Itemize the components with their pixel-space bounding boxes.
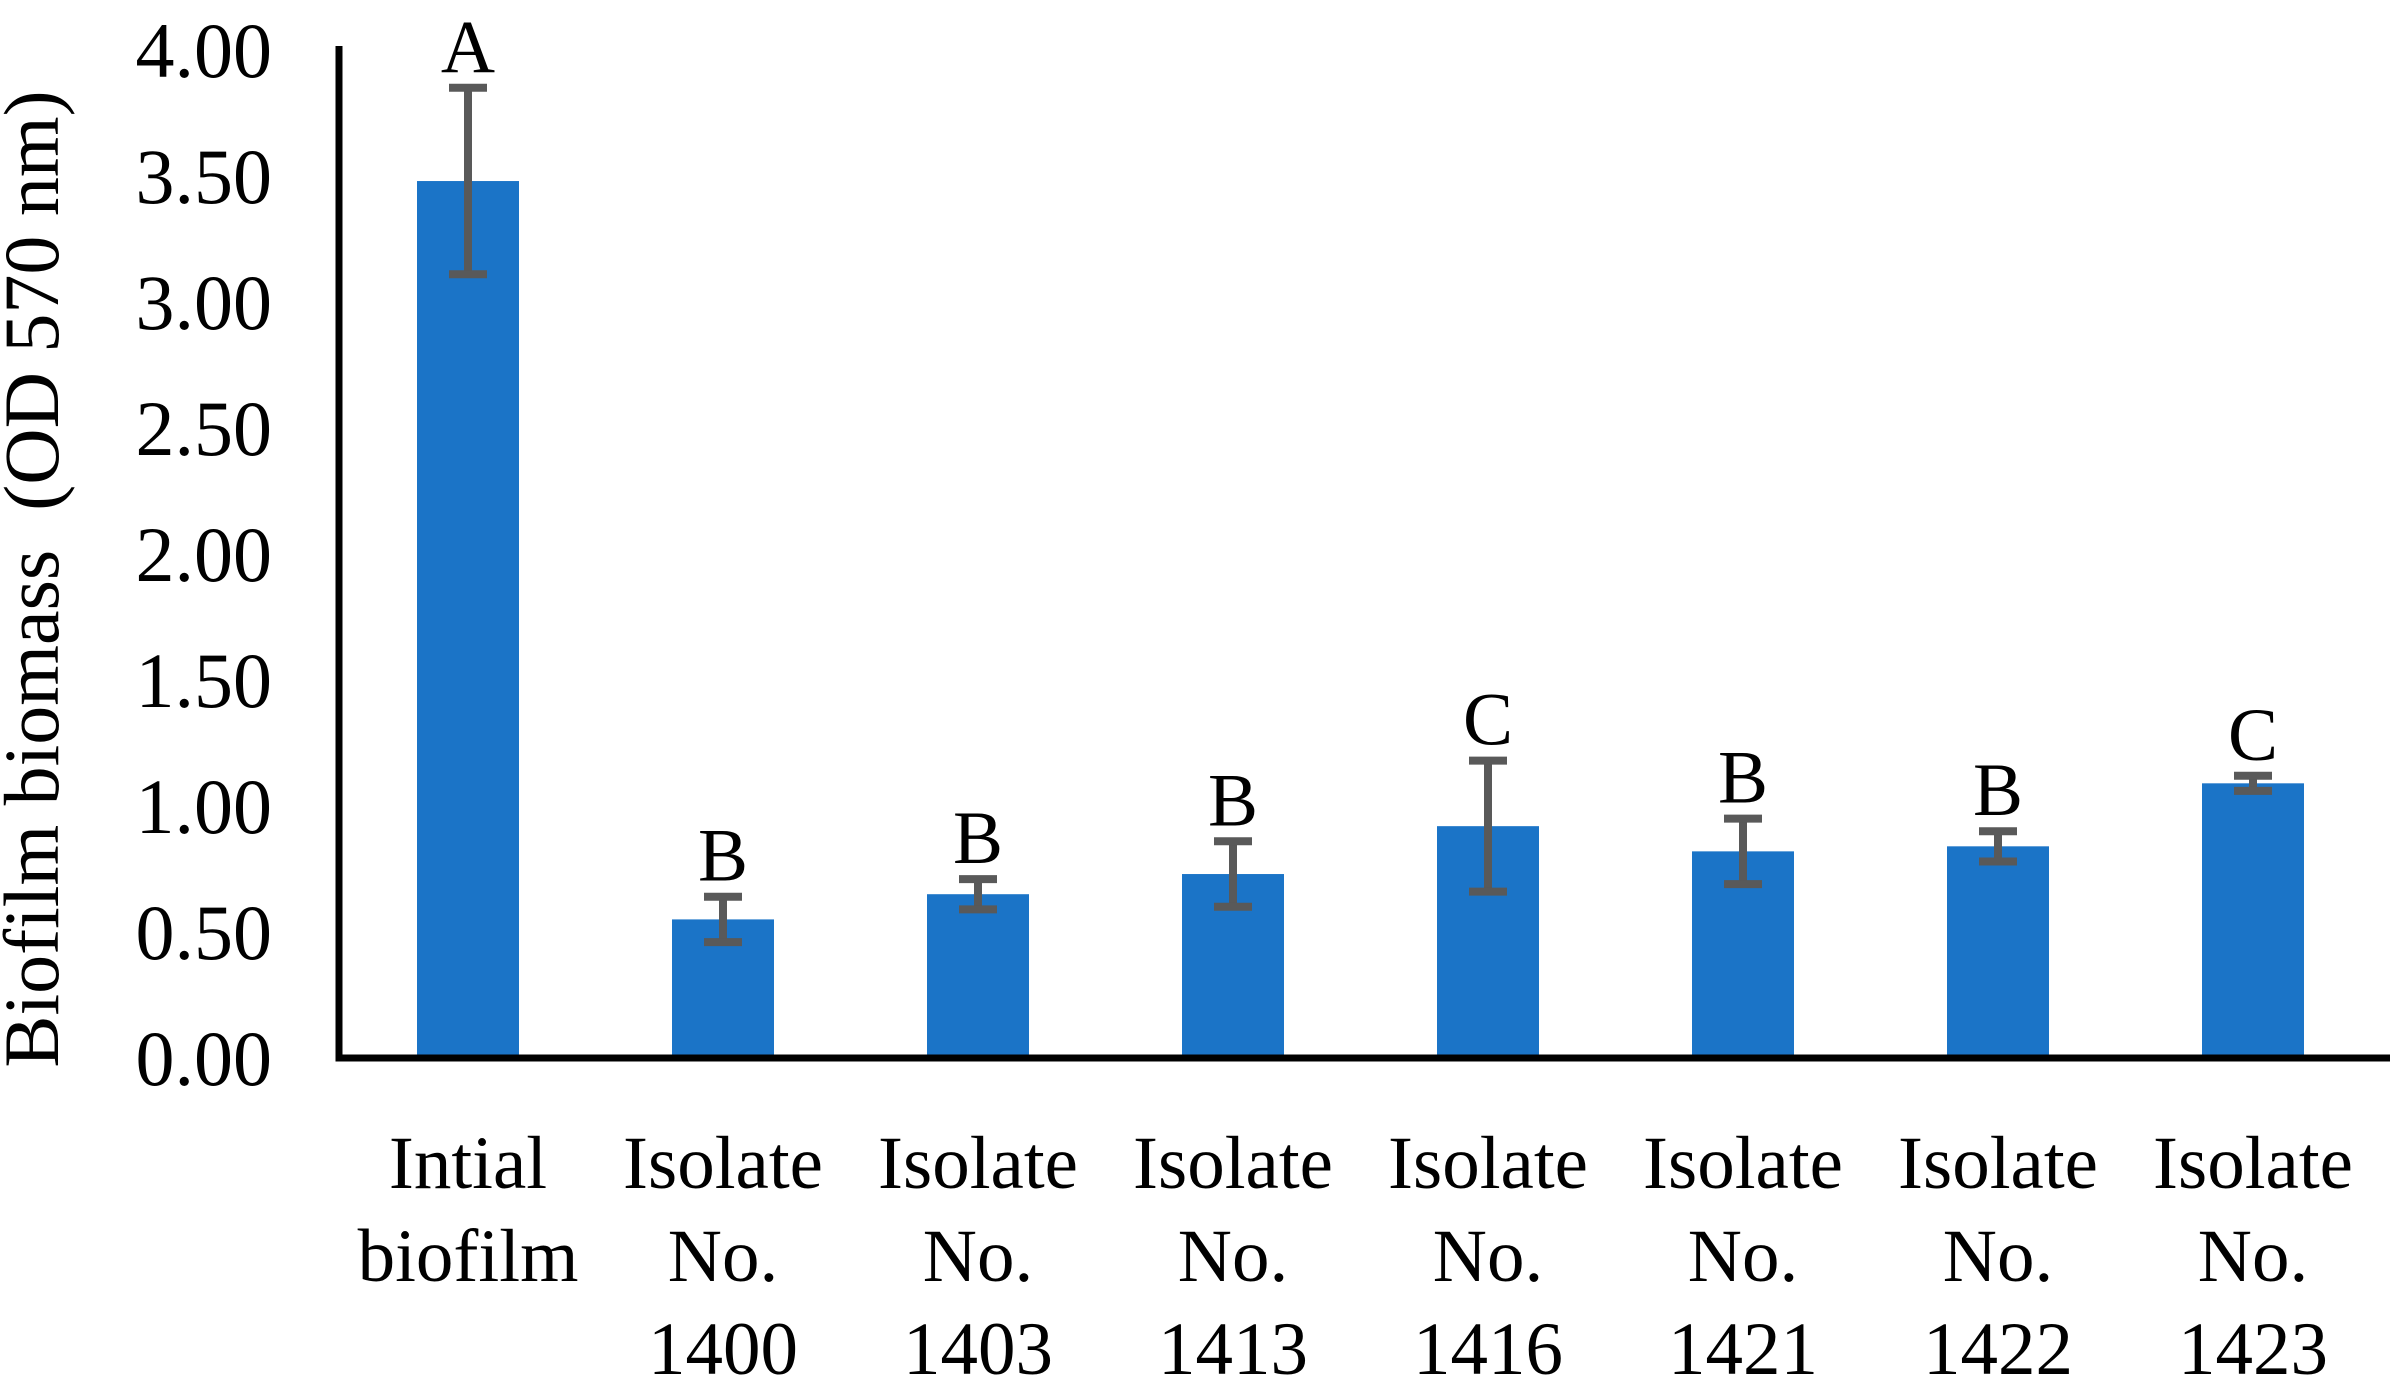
x-category-label-line: 1423: [2178, 1308, 2328, 1391]
x-category-label-line: No.: [1178, 1215, 1288, 1298]
bar: [2202, 783, 2304, 1058]
x-category-label: Isolate No. 1423: [2153, 1122, 2353, 1391]
axes-group: [335, 46, 2390, 1062]
x-category-label-line: 1413: [1158, 1308, 1308, 1391]
y-tick-label: 1.50: [136, 637, 273, 724]
y-tick-labels-group: 0.00 0.50 1.00 1.50 2.00 2.50 3.00 3.50 4.00: [136, 7, 273, 1102]
x-category-label: Isolate No. 1413: [1133, 1122, 1333, 1391]
x-category-label-line: Isolate: [623, 1122, 823, 1205]
x-category-label: Isolate No. 1403: [878, 1122, 1078, 1391]
x-category-label-line: No.: [668, 1215, 778, 1298]
x-category-label-line: 1400: [648, 1308, 798, 1391]
x-category-label-line: No.: [1943, 1215, 2053, 1298]
x-category-label-line: Isolate: [878, 1122, 1078, 1205]
y-tick-label: 2.50: [136, 385, 273, 472]
x-category-label: Isolate No. 1421: [1643, 1122, 1843, 1391]
significance-letter: B: [698, 815, 748, 898]
x-category-label-line: biofilm: [358, 1215, 579, 1298]
x-category-label-line: 1403: [903, 1308, 1053, 1391]
significance-letter: B: [953, 797, 1003, 880]
x-category-label-line: Isolate: [2153, 1122, 2353, 1205]
y-tick-label: 3.00: [136, 259, 273, 346]
y-tick-label: 0.50: [136, 889, 273, 976]
error-bars-group: [449, 83, 2272, 947]
y-tick-label: 0.00: [136, 1015, 273, 1102]
bar: [1947, 846, 2049, 1058]
x-category-label-line: Intial: [389, 1122, 547, 1205]
bars-group: [417, 181, 2304, 1059]
y-tick-label: 1.00: [136, 763, 273, 850]
y-tick-label: 2.00: [136, 511, 273, 598]
x-category-label-line: No.: [2198, 1215, 2308, 1298]
y-axis-title: Biofilm biomass (OD 570 nm): [0, 90, 75, 1067]
bar: [417, 181, 519, 1059]
x-category-label-line: Isolate: [1388, 1122, 1588, 1205]
x-category-label: Isolate No. 1416: [1388, 1122, 1588, 1391]
x-category-label-line: Isolate: [1898, 1122, 2098, 1205]
x-category-label: Isolate No. 1400: [623, 1122, 823, 1391]
significance-letters-group: A B B B C B B C: [441, 6, 2278, 898]
significance-letter: B: [1208, 759, 1258, 842]
x-category-label: Isolate No. 1422: [1898, 1122, 2098, 1391]
significance-letter: B: [1718, 737, 1768, 820]
significance-letter: C: [2228, 694, 2278, 777]
x-category-label-line: Isolate: [1133, 1122, 1333, 1205]
x-category-label-line: No.: [1688, 1215, 1798, 1298]
x-category-label-line: 1421: [1668, 1308, 1818, 1391]
x-category-label-line: No.: [923, 1215, 1033, 1298]
x-category-label: Intial biofilm: [358, 1122, 579, 1298]
x-category-label-line: 1422: [1923, 1308, 2073, 1391]
x-category-label-line: Isolate: [1643, 1122, 1843, 1205]
bar: [927, 894, 1029, 1058]
x-category-labels-group: Intial biofilm Isolate No. 1400 Isolate No. 140…: [358, 1122, 2353, 1391]
significance-letter: B: [1973, 749, 2023, 832]
y-tick-label: 3.50: [136, 133, 273, 220]
y-tick-label: 4.00: [136, 7, 273, 94]
significance-letter: A: [441, 6, 495, 89]
x-category-label-line: 1416: [1413, 1308, 1563, 1391]
x-category-label-line: No.: [1433, 1215, 1543, 1298]
significance-letter: C: [1463, 679, 1513, 762]
